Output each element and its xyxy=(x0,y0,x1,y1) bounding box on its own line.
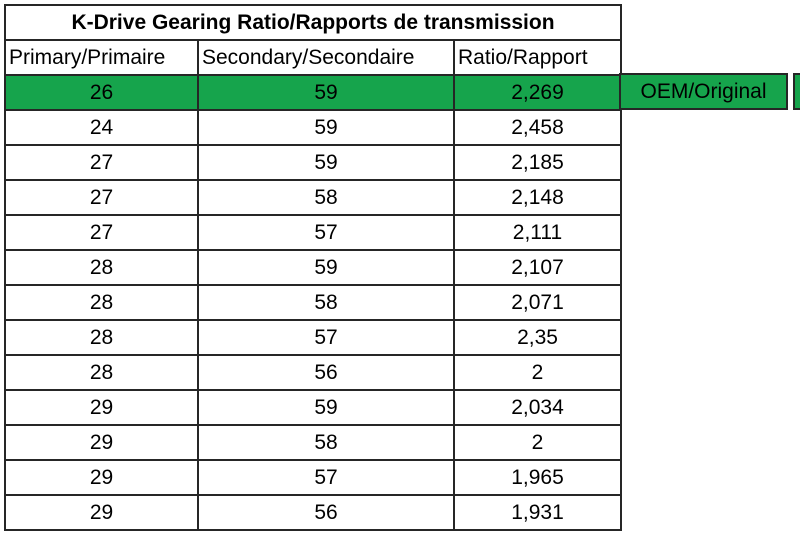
cell-primary: 29 xyxy=(4,424,199,461)
cell-ratio: 2,185 xyxy=(453,144,622,181)
cell-ratio: 1,965 xyxy=(453,459,622,496)
table-row: 28 57 2,35 xyxy=(4,319,622,356)
cell-primary: 29 xyxy=(4,494,199,531)
table-row: 29 59 2,034 xyxy=(4,389,622,426)
cell-primary: 28 xyxy=(4,284,199,321)
cell-ratio: 2,269 xyxy=(453,74,622,111)
cell-secondary: 58 xyxy=(197,179,455,216)
cell-primary: 29 xyxy=(4,389,199,426)
cell-primary: 28 xyxy=(4,319,199,356)
table-row: 27 57 2,111 xyxy=(4,214,622,251)
oem-note-label: OEM/Original xyxy=(640,79,767,103)
column-header-secondary: Secondary/Secondaire xyxy=(197,39,455,76)
cell-secondary: 57 xyxy=(197,214,455,251)
cell-secondary: 57 xyxy=(197,459,455,496)
cell-ratio: 2 xyxy=(453,354,622,391)
cell-primary: 27 xyxy=(4,144,199,181)
cell-primary: 26 xyxy=(4,74,199,111)
cell-ratio: 2 xyxy=(453,424,622,461)
table-row: 24 59 2,458 xyxy=(4,109,622,146)
column-header-primary: Primary/Primaire xyxy=(4,39,199,76)
table-row: 27 59 2,185 xyxy=(4,144,622,181)
table-row: 28 56 2 xyxy=(4,354,622,391)
column-header-ratio: Ratio/Rapport xyxy=(453,39,622,76)
cell-ratio: 2,034 xyxy=(453,389,622,426)
cell-ratio: 2,071 xyxy=(453,284,622,321)
cell-ratio: 2,458 xyxy=(453,109,622,146)
table-row: 29 57 1,965 xyxy=(4,459,622,496)
header-row: Primary/Primaire Secondary/Secondaire Ra… xyxy=(4,39,622,76)
gearing-table: K-Drive Gearing Ratio/Rapports de transm… xyxy=(4,4,622,531)
title-row: K-Drive Gearing Ratio/Rapports de transm… xyxy=(4,4,622,41)
cell-secondary: 59 xyxy=(197,74,455,111)
cell-secondary: 59 xyxy=(197,249,455,286)
table-row: 28 59 2,107 xyxy=(4,249,622,286)
cell-secondary: 59 xyxy=(197,144,455,181)
table-body: 26 59 2,269 24 59 2,458 27 59 2,185 27 58 2,148 27 57… xyxy=(4,74,622,531)
cell-secondary: 58 xyxy=(197,424,455,461)
table-row: 26 59 2,269 xyxy=(4,74,622,111)
oem-note-cell: OEM/Original xyxy=(619,73,788,110)
cell-primary: 28 xyxy=(4,249,199,286)
cell-secondary: 58 xyxy=(197,284,455,321)
cell-secondary: 56 xyxy=(197,494,455,531)
cell-secondary: 56 xyxy=(197,354,455,391)
cell-primary: 29 xyxy=(4,459,199,496)
cell-secondary: 57 xyxy=(197,319,455,356)
table-row: 29 58 2 xyxy=(4,424,622,461)
highlight-row-overflow xyxy=(793,73,800,110)
cell-primary: 27 xyxy=(4,214,199,251)
cell-secondary: 59 xyxy=(197,109,455,146)
cell-ratio: 2,35 xyxy=(453,319,622,356)
cell-primary: 27 xyxy=(4,179,199,216)
cell-ratio: 2,111 xyxy=(453,214,622,251)
cell-ratio: 2,107 xyxy=(453,249,622,286)
table-row: 28 58 2,071 xyxy=(4,284,622,321)
cell-ratio: 2,148 xyxy=(453,179,622,216)
table-row: 29 56 1,931 xyxy=(4,494,622,531)
cell-secondary: 59 xyxy=(197,389,455,426)
cell-primary: 24 xyxy=(4,109,199,146)
cell-primary: 28 xyxy=(4,354,199,391)
table-row: 27 58 2,148 xyxy=(4,179,622,216)
cell-ratio: 1,931 xyxy=(453,494,622,531)
table-title: K-Drive Gearing Ratio/Rapports de transm… xyxy=(4,4,622,41)
